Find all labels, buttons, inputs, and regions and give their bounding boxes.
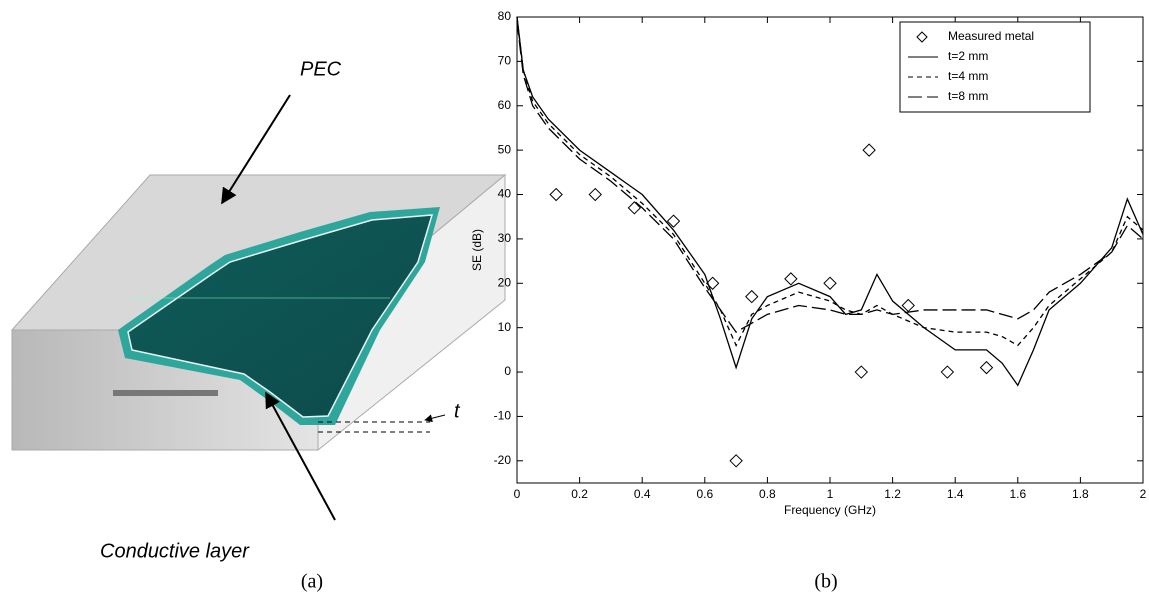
marker [549,187,563,202]
y-tick-label: -20 [494,453,512,467]
x-tick-label: 0.6 [696,487,713,501]
marker [854,365,869,379]
x-tick-label: 0.8 [759,487,776,501]
arrow [265,391,336,521]
caption: (b) [814,571,837,593]
marker [627,201,642,215]
t-label: t [454,400,461,422]
conductive-layer [127,214,434,418]
layer-label: Conductive layer [100,540,250,562]
pec-label: PEC [300,58,342,80]
marker [784,272,798,286]
y-tick-label: 30 [498,231,512,245]
marker [979,360,994,375]
series-line [516,16,1144,387]
marker [705,276,720,290]
marker [862,143,876,157]
y-tick-label: 70 [498,54,512,68]
x-tick-label: 0.4 [634,487,651,501]
marker [823,276,837,290]
x-tick-label: 2 [1140,487,1147,501]
marker [729,454,743,468]
y-tick-label: 60 [498,98,512,112]
marker [666,214,681,228]
marker [901,298,915,313]
x-tick-label: 1.8 [1072,487,1089,501]
chart: 0 0.2 0.4 0.6 0.8 1 1.2 1.4 1.6 1.8 2 -20 -10 0 10 20 30… [470,9,1146,517]
y-tick-label: 0 [504,364,511,378]
x-tick-label: 0.2 [571,487,588,501]
legend-label: t=8 mm [948,89,988,103]
y-tick-label: -10 [494,409,512,423]
marker [745,289,759,304]
legend-label: Measured metal [948,29,1034,43]
y-axis-label: SE (dB) [470,229,484,271]
x-axis-label: Frequency (GHz) [784,503,876,517]
legend-label: t=2 mm [948,49,988,63]
x-tick-label: 1 [827,487,834,501]
series-line [516,16,1144,347]
y-tick-label: 20 [498,275,512,289]
y-tick-label: 80 [498,9,512,23]
x-tick-label: 0 [514,487,521,501]
diagram: PEC Conductive layer t [10,58,507,562]
legend-label: t=4 mm [948,69,988,83]
y-tick-label: 10 [498,320,512,334]
x-tick-label: 1.2 [884,487,901,501]
marker [588,187,602,202]
marker [940,365,955,379]
caption: (a) [301,571,323,593]
arrow [221,94,291,205]
x-tick-label: 1.6 [1009,487,1026,501]
arrow [424,414,446,423]
y-tick-label: 40 [498,187,512,201]
series-line [516,21,1144,333]
y-tick-label: 50 [498,142,512,156]
legend-marker [916,31,928,43]
x-tick-label: 1.4 [947,487,964,501]
